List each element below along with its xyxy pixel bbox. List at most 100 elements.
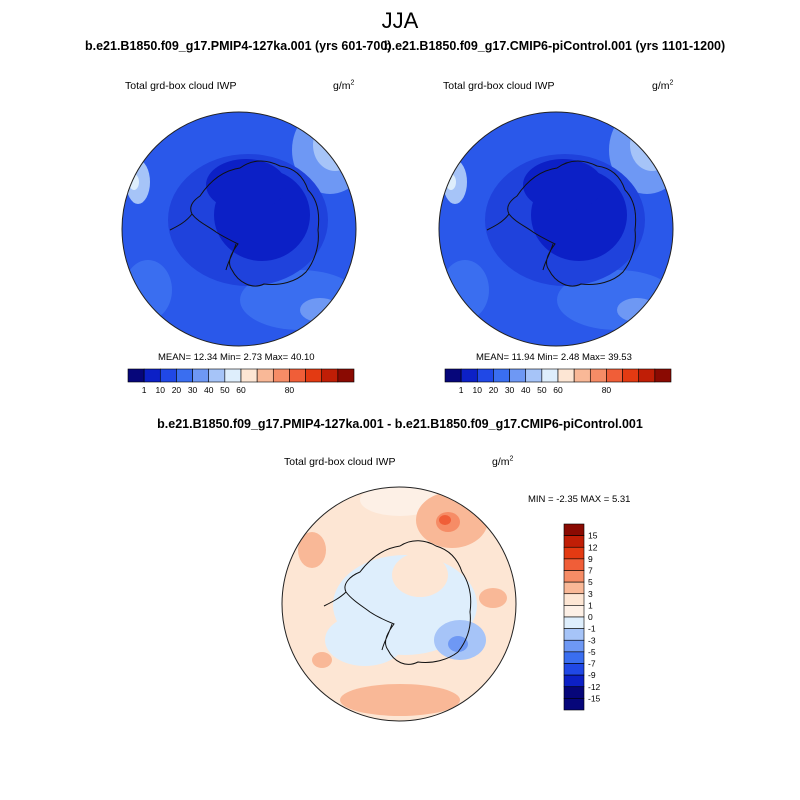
panel-3-units: g/m2 [492,455,514,469]
map-3-contour-sw [312,652,332,668]
colorbar-3-box [563,651,585,664]
colorbar-1-box [305,368,323,383]
panel-2-title: b.e21.B1850.f09_g17.CMIP6-piControl.001 … [384,39,726,53]
colorbar-2-tick-label: 20 [489,385,499,395]
colorbar-2-tick-label: 30 [505,385,515,395]
colorbar-3-box [563,639,585,653]
colorbar-3-box [563,698,585,711]
panel-1-variable-label: Total grd-box cloud IWP [125,80,237,92]
colorbar-2-tick-label: 40 [521,385,531,395]
colorbar-3-tick-label: 3 [588,589,593,599]
colorbar-3-tick-label: 1 [588,600,593,610]
colorbar-3-box [563,628,585,641]
colorbar-1-box [192,368,210,383]
map-3-border [281,486,517,722]
colorbar-3-tick-label: -1 [588,624,596,634]
panel-1-stats: MEAN= 12.34 Min= 2.73 Max= 40.10 [158,352,315,363]
colorbar-2-tick-label: 60 [553,385,563,395]
colorbar-3-tick-label: -3 [588,635,596,645]
colorbar-1-box [256,368,274,383]
colorbar-1-box [272,368,290,383]
colorbar-1-box [337,368,355,383]
colorbar-1: 1 10 20 30 40 50 60 80 [127,368,355,395]
colorbar-3-box [563,686,585,699]
map-3-contour-s [340,684,460,716]
panel-3-stats: MIN = -2.35 MAX = 5.31 [528,494,631,505]
map-1-border [121,111,357,347]
colorbar-3-box [563,605,585,618]
colorbar-2-box [509,368,527,383]
colorbar-3-tick-label: 0 [588,612,593,622]
colorbar-1-box [176,368,193,383]
colorbar-1-box [208,368,226,383]
colorbar-3-box [563,616,585,629]
panel-2-units: g/m2 [652,79,674,93]
colorbar-3-tick-label: 5 [588,577,593,587]
map-3-contour-w [298,532,326,568]
map-2-contour-sw [441,260,489,320]
colorbar-2-box [476,368,494,383]
colorbar-2-box [638,368,656,383]
colorbar-1-box [159,368,177,383]
colorbar-1-box [240,368,258,383]
colorbar-1-tick-label: 20 [172,385,182,395]
colorbar-1-box [321,368,339,383]
map-1-contour-sw [124,260,172,320]
colorbar-1-tick-label: 50 [220,385,230,395]
map-2-coastline [486,160,637,287]
map-3-contour-neg-sw [325,614,405,666]
map-2-contour-ne-lighter [630,119,673,171]
colorbar-3-tick-label: -5 [588,647,596,657]
colorbar-1-box [224,368,242,383]
colorbar-3-box [563,570,585,583]
colorbar-3-tick-label: -7 [588,659,596,669]
colorbar-2-box [573,368,591,383]
map-1-contour-se-light [300,298,340,322]
colorbar-3-box [563,535,585,548]
colorbar-2-tick-label: 80 [602,385,612,395]
map-3-contour-neg-se-core [448,636,468,652]
colorbar-2: 1 10 20 30 40 50 60 80 [444,368,672,395]
colorbar-2-box [557,368,575,383]
colorbar-2-tick-label: 1 [459,385,464,395]
colorbar-1-tick-label: 60 [236,385,246,395]
map-1-contour-inner-2 [206,159,286,211]
colorbar-3-tick-label: 15 [588,531,598,541]
colorbar-3-tick-label: 7 [588,566,593,576]
map-1-contour-ne-lighter [313,119,356,171]
colorbar-3-box [563,593,585,606]
panel-1-title: b.e21.B1850.f09_g17.PMIP4-127ka.001 (yrs… [85,39,392,53]
colorbar-1-tick-label: 10 [156,385,166,395]
map-panel-1 [122,112,356,346]
map-2-contour-se-light [617,298,657,322]
colorbar-3-box [563,674,585,688]
panel-3-variable-label: Total grd-box cloud IWP [284,456,396,468]
map-2-border [438,111,674,347]
colorbar-1-tick-label: 1 [142,385,147,395]
colorbar-3-tick-label: -9 [588,670,596,680]
map-2-contour-inner-2 [523,159,603,211]
colorbar-3-tick-label: -12 [588,682,601,692]
colorbar-2-box [622,368,640,383]
figure-title: JJA [381,8,419,33]
colorbar-3-box [563,523,585,536]
colorbar-3-box [563,663,585,676]
colorbar-3-box [563,546,585,560]
map-3-contour-pos-inner [392,553,448,597]
map-3-contour-e [479,588,507,608]
colorbar-3-tick-label: 12 [588,542,598,552]
colorbar-3-tick-label: 9 [588,554,593,564]
map-panel-3 [282,487,516,721]
map-panel-2 [439,112,673,346]
colorbar-1-box [143,368,161,383]
colorbar-2-tick-label: 50 [537,385,547,395]
panel-3-title: b.e21.B1850.f09_g17.PMIP4-127ka.001 - b.… [157,417,643,431]
colorbar-3-box [563,581,585,595]
colorbar-1-box [127,368,145,383]
colorbar-2-tick-label: 10 [473,385,483,395]
colorbar-2-box [589,368,607,383]
map-3-coastline [323,540,472,665]
colorbar-2-box [460,368,478,383]
colorbar-2-box [444,368,462,383]
